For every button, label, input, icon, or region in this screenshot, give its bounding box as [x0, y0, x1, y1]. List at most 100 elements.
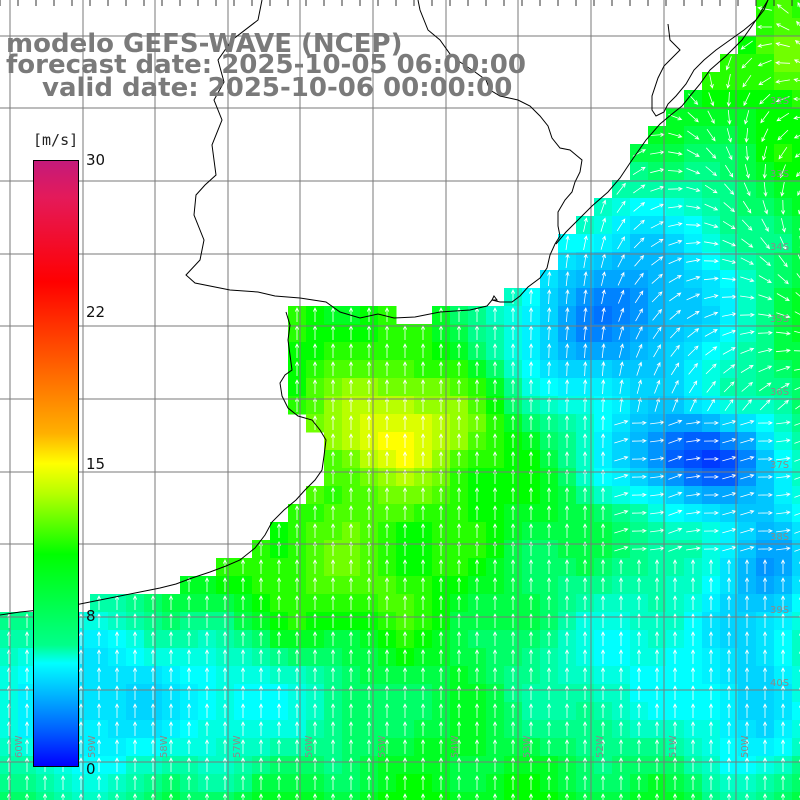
wind-arrow: [366, 793, 372, 800]
wind-arrow: [654, 775, 660, 790]
wind-arrow: [600, 703, 606, 718]
wind-arrow: [402, 703, 408, 718]
wind-arrow: [704, 184, 718, 194]
wind-arrow: [780, 757, 786, 772]
wind-arrow: [114, 775, 120, 790]
wind-arrow: [703, 492, 719, 498]
wind-arrow: [686, 420, 701, 425]
wind-arrow: [794, 386, 800, 391]
lat-label: 40S: [770, 678, 789, 689]
wind-arrow: [366, 595, 372, 610]
wind-arrow: [744, 595, 750, 610]
wind-arrow: [793, 78, 800, 83]
wind-arrow: [24, 703, 30, 718]
wind-arrow: [672, 595, 678, 610]
wind-arrow: [614, 492, 629, 498]
wind-arrow: [708, 685, 714, 700]
wind-arrow: [582, 505, 588, 520]
wind-arrow: [258, 613, 264, 628]
wind-arrow: [402, 757, 408, 772]
wind-arrow: [654, 559, 660, 574]
wind-arrow: [636, 577, 642, 592]
wind-arrow: [78, 739, 84, 754]
wind-arrow: [794, 311, 800, 315]
wind-arrow: [762, 739, 768, 754]
wind-arrow: [726, 775, 732, 790]
wind-arrow: [492, 775, 498, 790]
wind-arrow: [546, 559, 552, 574]
wind-arrow: [276, 685, 282, 700]
wind-arrow: [204, 685, 210, 700]
wind-arrow: [744, 793, 750, 800]
wind-arrow: [294, 397, 300, 412]
wind-cell: [792, 666, 800, 685]
wind-arrow: [492, 595, 498, 610]
wind-arrow: [762, 200, 769, 215]
wind-arrow: [618, 775, 624, 790]
wind-arrow: [631, 492, 647, 498]
wind-arrow: [690, 613, 696, 628]
wind-arrow: [330, 721, 336, 736]
wind-arrow: [474, 721, 480, 736]
wind-arrow: [186, 667, 192, 682]
wind-arrow: [742, 74, 752, 88]
wind-arrow: [438, 361, 444, 376]
wind-arrow: [776, 4, 789, 14]
wind-arrow: [258, 649, 264, 664]
wind-arrow: [276, 721, 282, 736]
wind-arrow: [600, 739, 606, 754]
wind-arrow: [348, 505, 354, 520]
wind-arrow: [438, 343, 444, 358]
wind-arrow: [258, 775, 264, 790]
wind-arrow: [726, 703, 732, 718]
wind-arrow: [186, 613, 192, 628]
wind-cell: [792, 702, 800, 721]
wind-arrow: [132, 649, 138, 664]
wind-arrow: [686, 528, 701, 533]
wind-arrow: [312, 307, 318, 322]
wind-arrow: [222, 559, 228, 574]
wind-arrow: [420, 379, 426, 394]
wind-arrow: [438, 757, 444, 772]
wind-arrow: [348, 613, 354, 628]
wind-arrow: [492, 577, 498, 592]
wind-arrow: [775, 331, 791, 336]
wind-arrow: [330, 775, 336, 790]
wind-arrow: [636, 631, 642, 646]
wind-arrow: [564, 739, 570, 754]
wind-arrow: [438, 487, 444, 502]
wind-arrow: [636, 685, 642, 700]
lon-label: 51W: [668, 735, 679, 758]
wind-arrow: [724, 164, 734, 178]
wind-arrow: [348, 595, 354, 610]
wind-arrow: [384, 703, 390, 718]
wind-arrow: [384, 613, 390, 628]
wind-arrow: [794, 40, 800, 45]
wind-arrow: [258, 703, 264, 718]
wind-arrow: [776, 474, 791, 479]
wind-arrow: [366, 307, 372, 322]
wind-arrow: [794, 368, 800, 371]
wind-arrow: [510, 721, 516, 736]
wind-arrow: [132, 757, 138, 772]
wind-arrow: [708, 631, 714, 646]
wind-arrow: [582, 649, 588, 664]
wind-arrow: [654, 703, 660, 718]
wind-arrow: [635, 343, 643, 358]
wind-arrow: [708, 703, 714, 718]
wind-arrow: [636, 757, 642, 772]
wind-arrow: [600, 775, 606, 790]
wind-arrow: [294, 523, 300, 538]
wind-cell: [792, 198, 800, 217]
wind-arrow: [384, 577, 390, 592]
wind-arrow: [794, 548, 800, 552]
wind-arrow: [438, 631, 444, 646]
wind-arrow: [168, 775, 174, 790]
wind-arrow: [420, 523, 426, 538]
wind-arrow: [366, 523, 372, 538]
lon-label: 60W: [14, 735, 25, 758]
wind-arrow: [741, 57, 753, 69]
wind-arrow: [420, 397, 426, 412]
wind-arrow: [150, 685, 156, 700]
wind-arrow: [667, 169, 683, 174]
